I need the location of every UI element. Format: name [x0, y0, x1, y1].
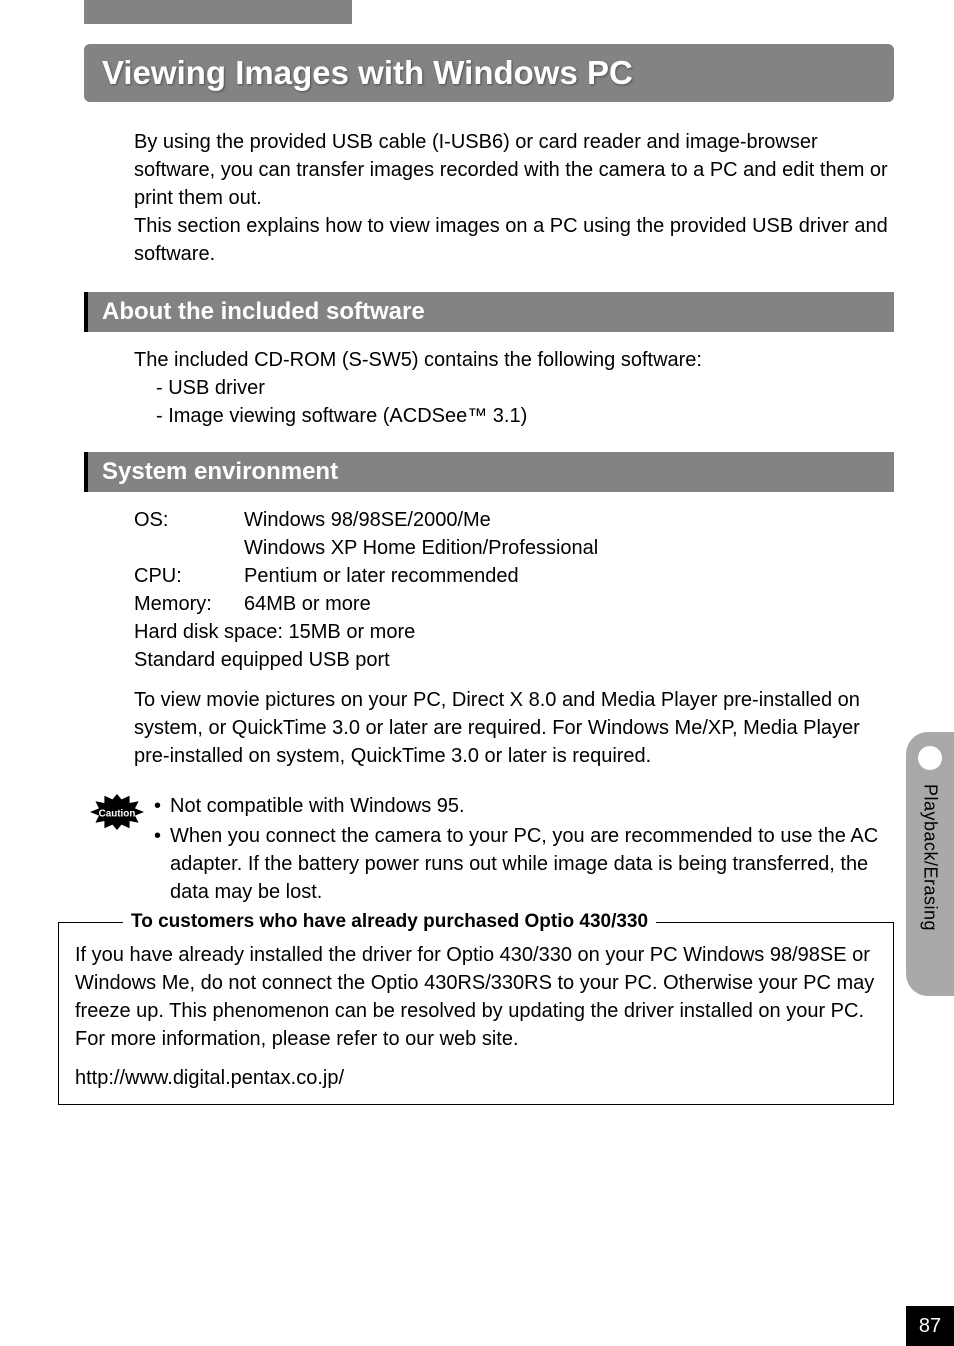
caution-list: Not compatible with Windows 95. When you… [154, 792, 894, 908]
caution-item: When you connect the camera to your PC, … [154, 822, 894, 906]
page-title: Viewing Images with Windows PC [102, 54, 876, 92]
page-number: 87 [906, 1306, 954, 1346]
intro-paragraph: By using the provided USB cable (I-USB6)… [134, 128, 894, 268]
section-about-software-bar: About the included software [84, 292, 894, 332]
spec-label [134, 534, 244, 562]
side-tab: Playback/Erasing [906, 732, 954, 996]
side-tab-dot-icon [918, 746, 942, 770]
top-tab-gray [84, 0, 352, 24]
caution-block: Caution Not compatible with Windows 95. … [90, 792, 894, 908]
spec-value: Windows 98/98SE/2000/Me [244, 506, 491, 534]
page-title-bar: Viewing Images with Windows PC [84, 44, 894, 102]
section-system-env-heading: System environment [102, 458, 880, 486]
spec-row: OS: Windows 98/98SE/2000/Me [134, 506, 894, 534]
notice-title: To customers who have already purchased … [123, 911, 656, 933]
section1-lead: The included CD-ROM (S-SW5) contains the… [134, 346, 894, 374]
page-content: Viewing Images with Windows PC By using … [0, 0, 954, 1105]
spec-row: Windows XP Home Edition/Professional [134, 534, 894, 562]
spec-label: CPU: [134, 562, 244, 590]
list-item: - USB driver [156, 374, 894, 402]
spec-row: Memory: 64MB or more [134, 590, 894, 618]
section-about-software-body: The included CD-ROM (S-SW5) contains the… [134, 346, 894, 430]
spec-value: Windows XP Home Edition/Professional [244, 534, 598, 562]
page-number-value: 87 [919, 1315, 941, 1338]
caution-starburst-icon: Caution [90, 794, 144, 908]
spec-label: Memory: [134, 590, 244, 618]
spec-row: CPU: Pentium or later recommended [134, 562, 894, 590]
notice-url: http://www.digital.pentax.co.jp/ [75, 1067, 877, 1090]
side-tab-label: Playback/Erasing [920, 784, 941, 931]
spec-line: Standard equipped USB port [134, 646, 894, 674]
section-about-software-heading: About the included software [102, 298, 880, 326]
spec-label: OS: [134, 506, 244, 534]
notice-body: If you have already installed the driver… [75, 941, 877, 1053]
section-system-env-body: OS: Windows 98/98SE/2000/Me Windows XP H… [134, 506, 894, 770]
list-item: - Image viewing software (ACDSee™ 3.1) [156, 402, 894, 430]
caution-item: Not compatible with Windows 95. [154, 792, 894, 820]
section-system-env-bar: System environment [84, 452, 894, 492]
spec-value: Pentium or later recommended [244, 562, 519, 590]
caution-label: Caution [99, 809, 136, 820]
notice-box: To customers who have already purchased … [58, 922, 894, 1105]
system-env-paragraph: To view movie pictures on your PC, Direc… [134, 686, 894, 770]
spec-value: 64MB or more [244, 590, 371, 618]
spec-line: Hard disk space: 15MB or more [134, 618, 894, 646]
